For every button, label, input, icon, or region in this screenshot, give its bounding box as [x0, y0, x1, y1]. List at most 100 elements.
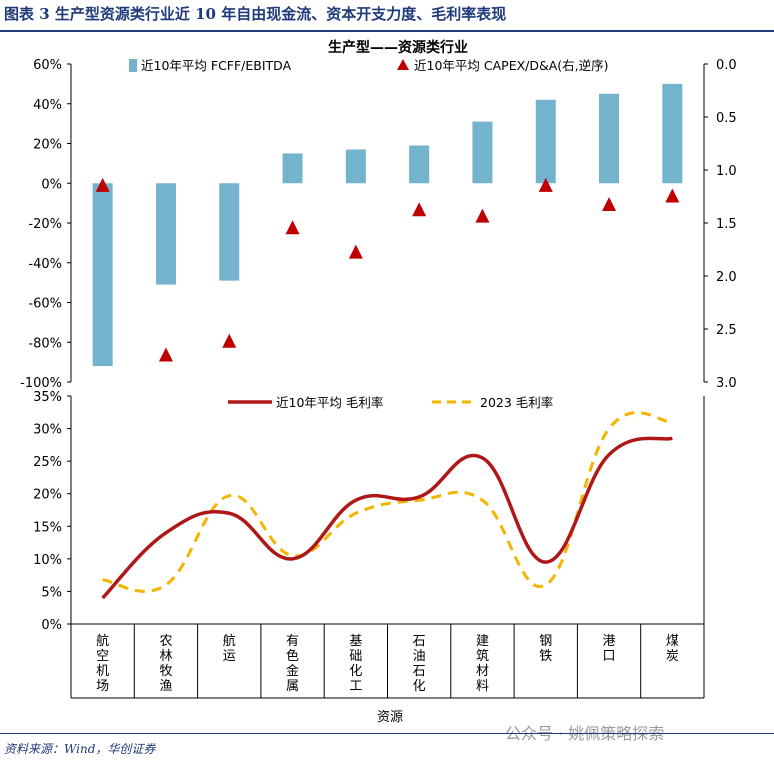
category-label-char: 金 — [286, 663, 299, 679]
bottom-rule — [0, 733, 774, 734]
bar-fcff-ebitda — [219, 183, 240, 281]
top-left-tick-label: -20% — [28, 217, 62, 232]
top-right-tick-label: 2.5 — [716, 323, 737, 338]
top-right-tick-label: 3.0 — [716, 376, 737, 391]
legend-2023-label: 2023 毛利率 — [480, 395, 553, 410]
legend-bar-swatch — [129, 59, 137, 72]
category-label-char: 石 — [413, 634, 426, 649]
category-label-char: 口 — [603, 649, 616, 664]
triangle-capex-da — [158, 347, 173, 362]
top-right-tick-label: 0.0 — [716, 58, 737, 73]
top-left-tick-label: -100% — [20, 376, 62, 391]
category-label-char: 属 — [286, 679, 299, 694]
category-label-char: 运 — [223, 649, 236, 664]
top-bars — [92, 83, 683, 367]
top-left-tick-label: 60% — [33, 58, 62, 73]
category-label-char: 机 — [96, 664, 109, 679]
category-label-char: 基 — [349, 634, 362, 649]
bottom-tick-label: 15% — [33, 520, 62, 535]
top-left-tick-label: 0% — [41, 177, 62, 192]
bottom-tick-label: 25% — [33, 455, 62, 470]
top-left-tick-label: -60% — [28, 297, 62, 312]
legend-triangle-swatch — [397, 59, 409, 70]
triangle-capex-da — [475, 208, 490, 223]
bar-fcff-ebitda — [92, 183, 113, 367]
category-label-char: 化 — [349, 664, 362, 679]
category-label-char: 港 — [603, 634, 616, 649]
top-chart-title: 生产型——资源类行业 — [328, 39, 468, 56]
category-label-char: 煤 — [666, 634, 679, 649]
triangle-capex-da — [538, 177, 553, 192]
bottom-tick-label: 30% — [33, 423, 62, 438]
legend-bar-label: 近10年平均 FCFF/EBITDA — [141, 58, 292, 73]
top-left-tick-label: 20% — [33, 138, 62, 153]
x-axis-label: 资源 — [377, 710, 403, 725]
source-note: 资料来源：Wind，华创证券 — [4, 742, 156, 756]
top-left-tick-label: -40% — [28, 257, 62, 272]
figure-title: 图表 3 生产型资源类行业近 10 年自由现金流、资本开支力度、毛利率表现 — [4, 5, 507, 23]
category-label-char: 料 — [476, 679, 489, 694]
top-left-tick-label: -80% — [28, 336, 62, 351]
chart-canvas: 生产型——资源类行业 近10年平均 FCFF/EBITDA 近10年平均 CAP… — [20, 39, 737, 725]
bottom-tick-label: 5% — [41, 585, 62, 600]
category-label-char: 场 — [96, 679, 109, 694]
bar-fcff-ebitda — [155, 183, 176, 285]
bar-fcff-ebitda — [662, 83, 683, 184]
triangle-capex-da — [222, 333, 237, 348]
top-axes: 60% 40% 20% 0% -20% -40% -60% -80% -100% 0.0 0.5 1.… — [20, 58, 737, 391]
bottom-tick-label: 10% — [33, 553, 62, 568]
top-left-tick-label: 40% — [33, 98, 62, 113]
category-label-char: 础 — [349, 649, 362, 664]
category-label-char: 铁 — [539, 649, 552, 664]
bar-fcff-ebitda — [472, 121, 493, 184]
top-right-tick-label: 1.5 — [716, 217, 737, 232]
triangle-capex-da — [665, 188, 680, 203]
bottom-tick-label: 35% — [33, 390, 62, 405]
category-label-char: 筑 — [476, 648, 489, 664]
category-label-char: 石 — [413, 664, 426, 679]
bar-fcff-ebitda — [345, 149, 366, 184]
category-label-char: 林 — [159, 649, 172, 664]
category-label-char: 色 — [286, 648, 299, 664]
category-label-char: 炭 — [666, 649, 679, 664]
top-right-tick-label: 0.5 — [716, 111, 737, 126]
category-label-char: 航 — [223, 633, 236, 649]
bar-fcff-ebitda — [535, 99, 556, 184]
category-label-char: 牧 — [159, 664, 172, 679]
legend-avg-label: 近10年平均 毛利率 — [276, 395, 383, 410]
category-label-char: 钢 — [539, 634, 552, 649]
bottom-axes: 35% 30% 25% 20% 15% 10% 5% 0% — [33, 390, 705, 699]
triangle-capex-da — [412, 202, 427, 217]
line-10yr-avg-gross-margin — [101, 436, 673, 600]
category-label-char: 渔 — [159, 679, 172, 694]
line-2023-gross-margin — [102, 411, 673, 593]
triangle-capex-da — [95, 177, 110, 192]
bar-fcff-ebitda — [599, 93, 620, 184]
bottom-lines — [101, 411, 673, 600]
category-label-char: 有 — [286, 634, 299, 649]
category-label-char: 工 — [349, 679, 362, 694]
top-triangles — [95, 177, 680, 362]
category-label-char: 航 — [96, 633, 109, 649]
top-right-tick-label: 1.0 — [716, 164, 737, 179]
category-label-char: 化 — [413, 679, 426, 694]
category-label-char: 空 — [96, 649, 109, 664]
watermark: 公众号 · 姚佩策略探索 — [505, 724, 665, 743]
category-label-char: 油 — [413, 649, 426, 664]
top-right-tick-label: 2.0 — [716, 270, 737, 285]
bar-fcff-ebitda — [282, 153, 303, 184]
bar-fcff-ebitda — [409, 145, 430, 184]
triangle-capex-da — [348, 244, 363, 259]
triangle-capex-da — [602, 196, 617, 211]
triangle-capex-da — [285, 220, 300, 235]
category-label-char: 农 — [159, 634, 172, 649]
bottom-tick-label: 20% — [33, 488, 62, 503]
title-rule — [0, 30, 774, 32]
bottom-legend: 近10年平均 毛利率 2023 毛利率 — [228, 395, 553, 410]
top-legend: 近10年平均 FCFF/EBITDA 近10年平均 CAPEX/D&A(右,逆序… — [129, 58, 609, 73]
bottom-tick-label: 0% — [41, 618, 62, 633]
category-label-char: 建 — [476, 634, 489, 649]
legend-triangle-label: 近10年平均 CAPEX/D&A(右,逆序) — [414, 58, 609, 73]
category-label-char: 材 — [476, 664, 489, 679]
